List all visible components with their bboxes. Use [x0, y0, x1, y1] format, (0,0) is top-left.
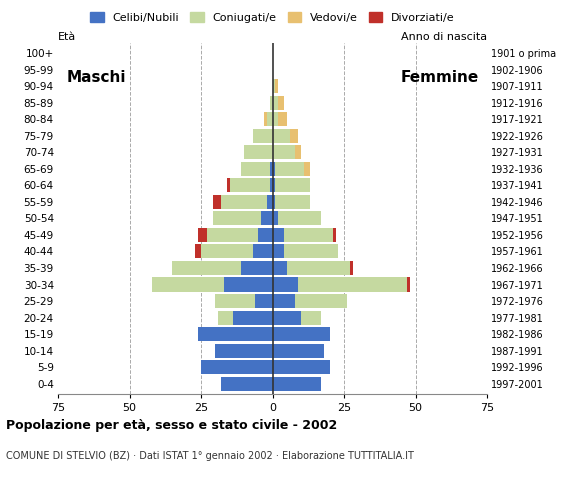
Bar [270, 162, 273, 176]
Bar [252, 129, 273, 143]
Bar [227, 178, 230, 192]
Bar [252, 244, 273, 259]
Bar [230, 178, 270, 192]
Bar [270, 178, 273, 192]
Bar [207, 228, 258, 242]
Bar [273, 96, 278, 110]
Bar [212, 195, 221, 209]
Text: COMUNE DI STELVIO (BZ) · Dati ISTAT 1° gennaio 2002 · Elaborazione TUTTITALIA.IT: COMUNE DI STELVIO (BZ) · Dati ISTAT 1° g… [6, 451, 414, 461]
Bar [407, 277, 410, 291]
Text: Maschi: Maschi [67, 70, 126, 84]
Bar [267, 195, 273, 209]
Bar [215, 294, 255, 308]
Text: Età: Età [58, 32, 76, 42]
Bar [270, 96, 273, 110]
Bar [276, 162, 304, 176]
Text: Popolazione per età, sesso e stato civile - 2002: Popolazione per età, sesso e stato civil… [6, 419, 337, 432]
Bar [221, 195, 267, 209]
Bar [212, 211, 261, 226]
Bar [273, 294, 295, 308]
Bar [273, 311, 301, 324]
Bar [273, 277, 298, 291]
Bar [273, 244, 284, 259]
Bar [244, 145, 273, 159]
Bar [273, 79, 275, 93]
Bar [221, 377, 273, 391]
Bar [215, 344, 273, 358]
Bar [350, 261, 353, 275]
Bar [218, 311, 233, 324]
Bar [273, 162, 275, 176]
Bar [172, 261, 241, 275]
Bar [278, 112, 287, 126]
Bar [276, 195, 310, 209]
Bar [273, 228, 284, 242]
Bar [301, 311, 321, 324]
Bar [267, 112, 273, 126]
Bar [276, 178, 310, 192]
Bar [241, 162, 270, 176]
Bar [278, 96, 284, 110]
Bar [198, 327, 273, 341]
Bar [273, 327, 330, 341]
Bar [273, 360, 330, 374]
Text: Anno di nascita: Anno di nascita [401, 32, 487, 42]
Bar [298, 277, 407, 291]
Bar [295, 294, 347, 308]
Bar [284, 228, 333, 242]
Bar [290, 129, 298, 143]
Bar [333, 228, 336, 242]
Bar [287, 261, 350, 275]
Bar [284, 244, 338, 259]
Bar [273, 344, 324, 358]
Legend: Celibi/Nubili, Coniugati/e, Vedovi/e, Divorziati/e: Celibi/Nubili, Coniugati/e, Vedovi/e, Di… [86, 8, 459, 27]
Bar [295, 145, 301, 159]
Bar [273, 129, 290, 143]
Bar [201, 244, 252, 259]
Bar [276, 79, 278, 93]
Bar [198, 228, 207, 242]
Bar [224, 277, 273, 291]
Bar [261, 211, 273, 226]
Bar [273, 261, 287, 275]
Bar [201, 360, 273, 374]
Bar [241, 261, 273, 275]
Bar [278, 211, 321, 226]
Bar [273, 145, 295, 159]
Bar [273, 178, 275, 192]
Text: Femmine: Femmine [400, 70, 478, 84]
Bar [255, 294, 273, 308]
Bar [233, 311, 273, 324]
Bar [304, 162, 310, 176]
Bar [273, 377, 321, 391]
Bar [258, 228, 273, 242]
Bar [153, 277, 224, 291]
Bar [273, 195, 275, 209]
Bar [195, 244, 201, 259]
Bar [273, 211, 278, 226]
Bar [264, 112, 267, 126]
Bar [273, 112, 278, 126]
